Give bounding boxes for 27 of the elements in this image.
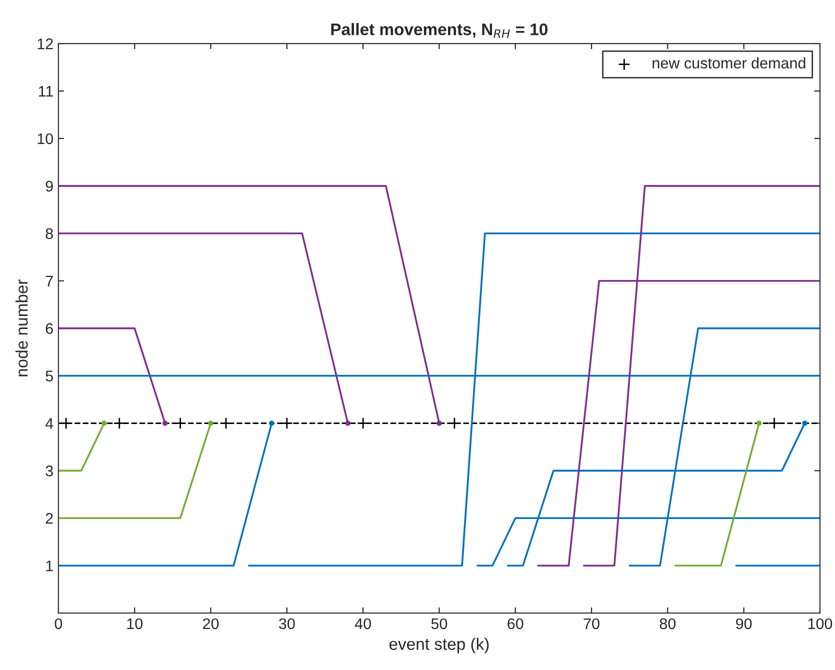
- y-tick-label: 1: [46, 560, 53, 572]
- y-tick-label: 8: [46, 228, 53, 240]
- y-tick-label: 7: [46, 276, 53, 286]
- x-tick-label: 70: [584, 618, 600, 630]
- x-tick-label: 60: [508, 618, 524, 630]
- y-tick-label: 9: [46, 180, 53, 192]
- y-axis-title: node number: [16, 279, 28, 376]
- y-tick-label: 3: [46, 466, 53, 476]
- y-tick-label: 2: [46, 513, 53, 524]
- x-tick-label: 90: [736, 618, 752, 630]
- x-tick-label: 50: [431, 618, 448, 630]
- x-tick-label: 10: [127, 618, 142, 630]
- y-tick-label: 5: [46, 370, 53, 382]
- legend-label: new customer demand: [652, 57, 806, 69]
- y-tick-label: 4: [45, 418, 54, 429]
- y-tick-label: 6: [46, 323, 53, 334]
- x-tick-label: 80: [660, 618, 676, 630]
- x-tick-label: 20: [203, 618, 219, 630]
- x-tick-label: 30: [278, 618, 295, 630]
- x-tick-label: 0: [54, 618, 62, 630]
- x-tick-label: 100: [808, 618, 832, 630]
- y-tick-label: 12: [38, 38, 53, 50]
- chart-title: Pallet movements, N$_{RH}$ = 10: [331, 23, 548, 38]
- y-tick-label: 11: [38, 86, 53, 97]
- y-tick-label: 10: [38, 133, 53, 144]
- x-tick-label: 40: [354, 618, 371, 630]
- x-axis-title: event step (k): [389, 638, 489, 654]
